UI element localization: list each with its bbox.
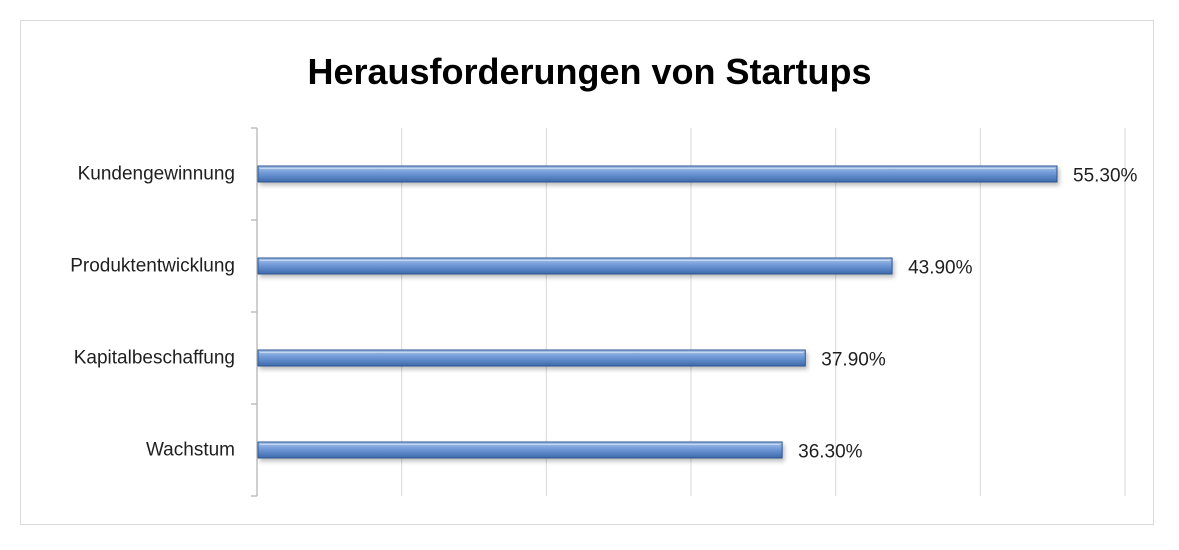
bar-wachstum — [257, 441, 783, 459]
category-label: Kundengewinnung — [78, 164, 235, 185]
data-label: 43.90% — [908, 258, 973, 279]
bar-kapitalbeschaffung — [257, 349, 806, 367]
category-axis — [251, 127, 258, 497]
data-label: 55.30% — [1073, 166, 1138, 187]
bar-kundengewinnung — [257, 165, 1058, 183]
data-label: 36.30% — [798, 442, 863, 463]
bar-produktentwicklung — [257, 257, 893, 275]
gridlines — [401, 128, 1126, 496]
category-label: Wachstum — [146, 440, 235, 461]
chart-title: Herausforderungen von Startups — [307, 51, 872, 92]
category-label: Produktentwicklung — [70, 256, 235, 277]
data-labels: 55.30% 43.90% 37.90% 36.30% — [798, 166, 1137, 463]
category-label: Kapitalbeschaffung — [74, 348, 235, 369]
category-labels: Kundengewinnung Produktentwicklung Kapital… — [70, 164, 235, 461]
bars — [257, 165, 1058, 459]
data-label: 37.90% — [821, 350, 886, 371]
